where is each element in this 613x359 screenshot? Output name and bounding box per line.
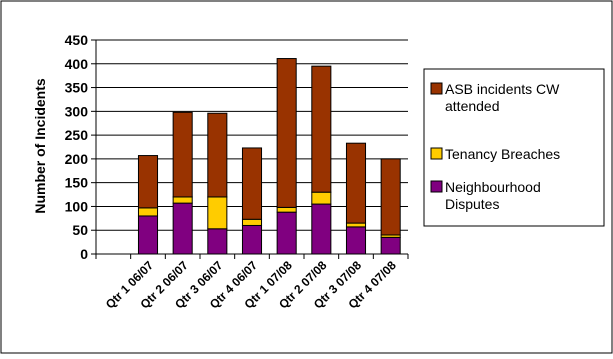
bar-segment-2	[241, 147, 263, 220]
bar-segment-1	[276, 206, 297, 213]
y-tick-label: 50	[72, 222, 88, 238]
bar-segment-2	[345, 142, 367, 224]
bar-segment-1	[345, 222, 367, 228]
legend-swatch	[430, 180, 443, 193]
legend-label: Neighbourhood Disputes	[445, 179, 541, 212]
bar-segment-2	[276, 58, 297, 208]
bar-segment-1	[207, 196, 228, 230]
legend: ASB incidents CW attended Tenancy Breaches…	[423, 68, 605, 227]
legend-swatch	[430, 82, 443, 95]
bar-segment-2	[311, 65, 332, 193]
y-tick-labels: 0 50 100 150 200 250 300 350 400 450	[65, 32, 89, 262]
y-tick-label: 400	[65, 56, 89, 72]
bar-segment-2	[172, 111, 193, 198]
bar-segment-0	[207, 228, 228, 255]
y-axis-label: Number of Incidents	[32, 78, 48, 214]
y-tick-label: 200	[65, 151, 89, 167]
bar-segment-0	[345, 226, 367, 255]
y-tick-label: 300	[65, 103, 89, 119]
bars	[137, 58, 401, 255]
bar-segment-0	[311, 203, 332, 255]
y-tick-label: 250	[65, 127, 89, 143]
bar-segment-1	[241, 218, 263, 226]
bar-segment-2	[137, 155, 159, 209]
bar-segment-1	[172, 196, 193, 204]
bar-segment-0	[137, 215, 159, 255]
y-tick-label: 150	[65, 175, 89, 191]
bar-segment-0	[241, 224, 263, 255]
y-tick-label: 350	[65, 80, 89, 96]
y-tick-label: 450	[65, 32, 89, 48]
y-tick-label: 100	[65, 198, 89, 214]
bar-segment-1	[311, 191, 332, 205]
bar-segment-0	[172, 202, 193, 255]
legend-label: ASB incidents CW attended	[445, 81, 560, 114]
legend-frame	[423, 68, 605, 227]
y-tick-label: 0	[80, 246, 88, 262]
bar-segment-2	[207, 112, 228, 198]
axes	[91, 39, 409, 259]
bar-segment-0	[380, 236, 401, 255]
legend-swatch	[430, 147, 443, 160]
bar-segment-2	[380, 158, 401, 236]
legend-label: Tenancy Breaches	[445, 146, 560, 162]
bar-segment-0	[276, 211, 297, 255]
bar-segment-1	[137, 207, 159, 217]
